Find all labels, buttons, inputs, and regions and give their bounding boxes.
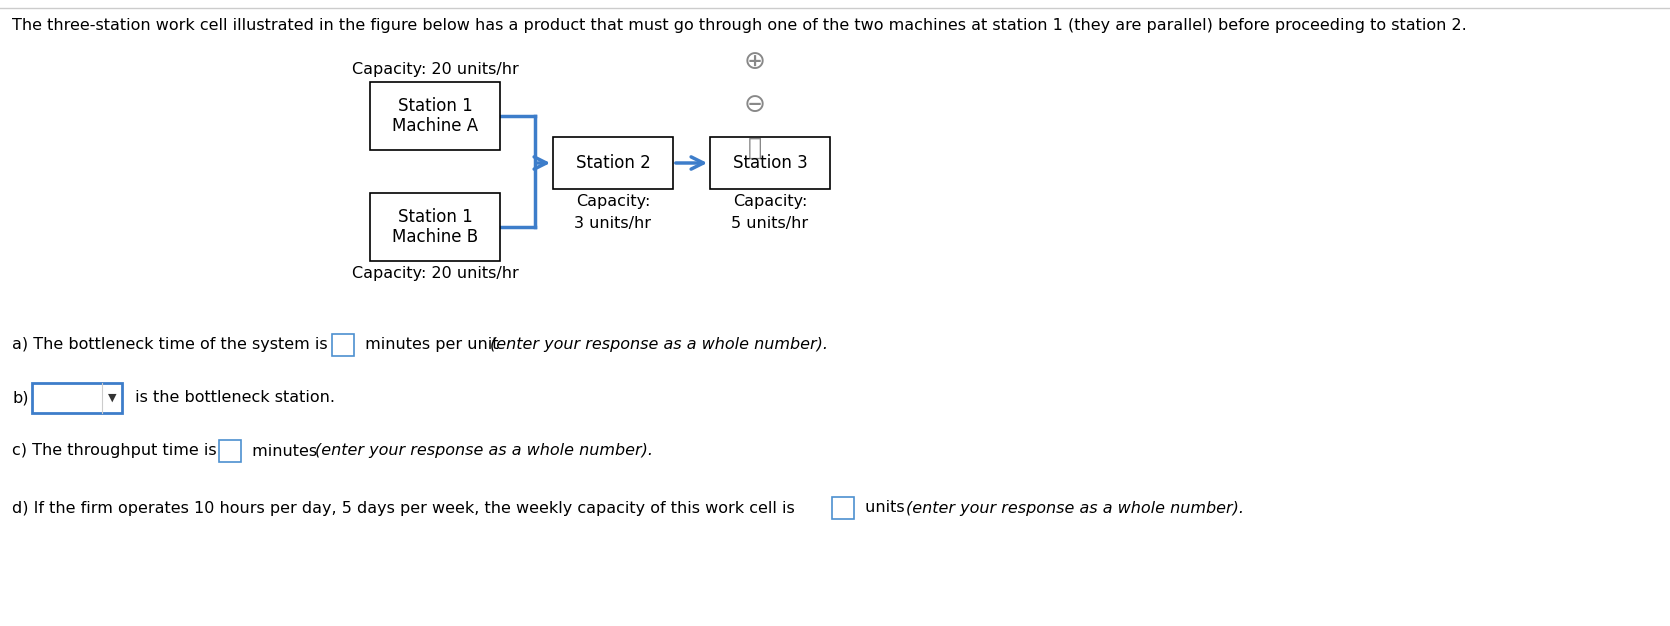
Text: c) The throughput time is: c) The throughput time is (12, 443, 222, 458)
Text: (enter your response as a whole number).: (enter your response as a whole number). (907, 501, 1244, 515)
FancyBboxPatch shape (710, 137, 830, 189)
Text: a) The bottleneck time of the system is: a) The bottleneck time of the system is (12, 337, 332, 352)
Text: Station 2: Station 2 (576, 154, 650, 172)
FancyBboxPatch shape (371, 193, 499, 261)
FancyBboxPatch shape (553, 137, 673, 189)
Text: ⧉: ⧉ (748, 136, 762, 160)
Text: Capacity: 20 units/hr: Capacity: 20 units/hr (352, 62, 518, 77)
Text: units: units (860, 501, 910, 515)
Text: Station 1
Machine B: Station 1 Machine B (392, 208, 478, 247)
Text: (enter your response as a whole number).: (enter your response as a whole number). (489, 337, 828, 352)
Text: ⊕: ⊕ (743, 49, 767, 75)
Text: is the bottleneck station.: is the bottleneck station. (130, 391, 336, 406)
Text: Capacity: 20 units/hr: Capacity: 20 units/hr (352, 266, 518, 281)
Text: The three-station work cell illustrated in the figure below has a product that m: The three-station work cell illustrated … (12, 18, 1466, 33)
Text: (enter your response as a whole number).: (enter your response as a whole number). (316, 443, 653, 458)
FancyBboxPatch shape (371, 82, 499, 150)
Text: ▼: ▼ (109, 393, 117, 403)
FancyBboxPatch shape (832, 497, 853, 519)
Text: Station 1
Machine A: Station 1 Machine A (392, 96, 478, 135)
Text: d) If the firm operates 10 hours per day, 5 days per week, the weekly capacity o: d) If the firm operates 10 hours per day… (12, 501, 800, 515)
FancyBboxPatch shape (32, 383, 122, 413)
Text: Station 3: Station 3 (733, 154, 807, 172)
FancyBboxPatch shape (332, 334, 354, 356)
FancyBboxPatch shape (219, 440, 240, 462)
Text: Capacity:
5 units/hr: Capacity: 5 units/hr (731, 194, 808, 231)
Text: minutes per unit: minutes per unit (361, 337, 504, 352)
Text: minutes: minutes (247, 443, 322, 458)
Text: b): b) (12, 391, 28, 406)
Text: Capacity:
3 units/hr: Capacity: 3 units/hr (574, 194, 651, 231)
Text: ⊖: ⊖ (743, 92, 767, 118)
